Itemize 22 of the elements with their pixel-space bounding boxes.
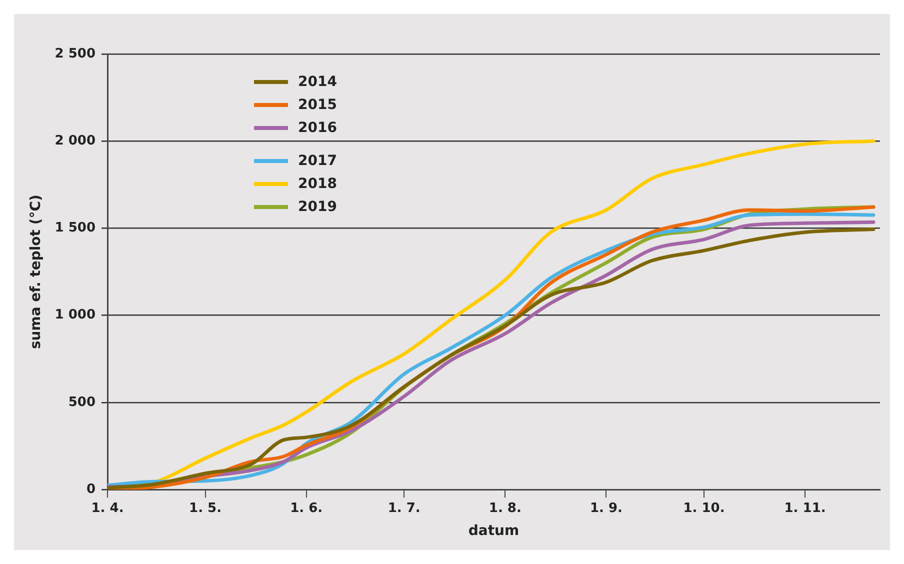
y-tick-label: 0 <box>86 482 96 497</box>
legend-label: 2018 <box>298 176 337 192</box>
y-tick-label: 2 500 <box>54 46 96 62</box>
x-tick-label: 1. 6. <box>290 500 323 516</box>
legend-label: 2016 <box>298 120 337 136</box>
y-tick-label: 1 000 <box>54 308 96 323</box>
y-tick-label: 1 500 <box>54 220 96 236</box>
legend-label: 2014 <box>298 74 337 90</box>
x-tick-label: 1. 4. <box>91 500 124 516</box>
x-tick-label: 1. 11. <box>784 500 826 516</box>
legend-label: 2017 <box>298 152 337 168</box>
x-tick-label: 1. 10. <box>683 500 725 516</box>
y-tick-label: 500 <box>68 394 96 410</box>
x-tick-label: 1. 5. <box>189 500 222 516</box>
legend-label: 2019 <box>298 198 337 214</box>
y-tick-label: 2 000 <box>54 133 96 148</box>
x-tick-label: 1. 9. <box>590 500 622 516</box>
legend-label: 2015 <box>298 96 337 112</box>
x-tick-label: 1. 8. <box>488 500 522 516</box>
x-axis-title: datum <box>468 523 520 540</box>
y-axis-title: suma ef. teplot (°C) <box>28 194 44 350</box>
x-tick-label: 1. 7. <box>388 500 420 516</box>
